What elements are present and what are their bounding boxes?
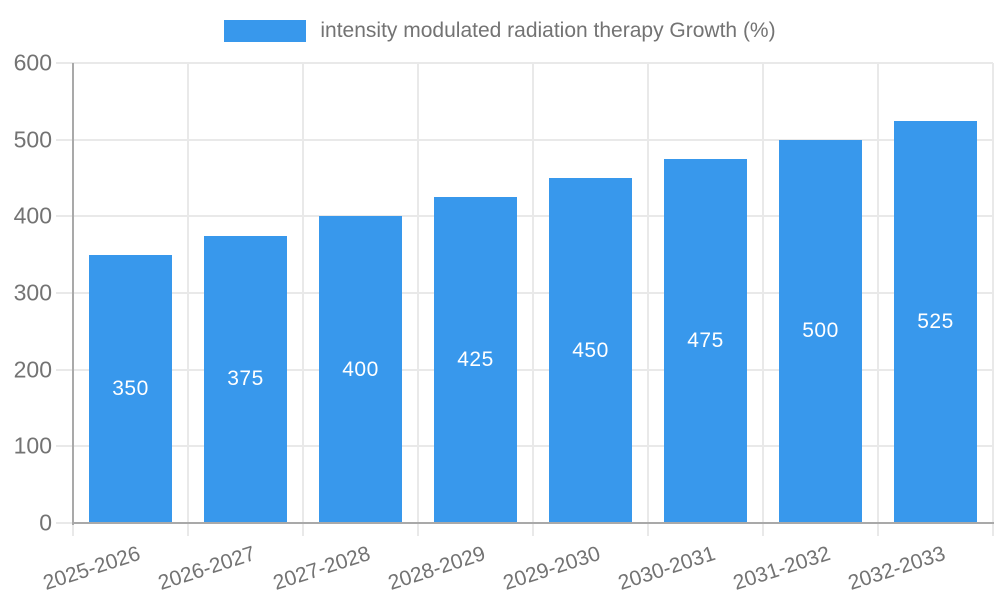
bar-2032-2033[interactable]: 525 bbox=[894, 120, 977, 523]
bar-2025-2026[interactable]: 350 bbox=[89, 254, 172, 523]
y-axis-tick bbox=[56, 522, 73, 524]
bar-value-label: 525 bbox=[917, 309, 954, 333]
bar-value-label: 350 bbox=[112, 376, 149, 400]
y-axis-tick-label: 100 bbox=[13, 432, 52, 459]
bar-value-label: 400 bbox=[342, 357, 379, 381]
y-axis-tick-label: 600 bbox=[13, 49, 52, 76]
y-axis-tick-label: 200 bbox=[13, 356, 52, 383]
x-axis-tick bbox=[532, 523, 534, 536]
gridline-vertical bbox=[302, 63, 304, 523]
bar-2029-2030[interactable]: 450 bbox=[549, 178, 632, 523]
y-axis-tick-label: 500 bbox=[13, 126, 52, 153]
bar-2030-2031[interactable]: 475 bbox=[664, 158, 747, 523]
y-axis-tick bbox=[56, 445, 73, 448]
gridline-vertical bbox=[762, 63, 764, 523]
gridline-vertical bbox=[417, 63, 419, 523]
y-axis-tick bbox=[56, 215, 73, 218]
bar-value-label: 425 bbox=[457, 348, 494, 372]
bar-2026-2027[interactable]: 375 bbox=[204, 235, 287, 523]
bar-value-label: 375 bbox=[227, 367, 264, 391]
y-axis-tick-label: 400 bbox=[13, 202, 52, 229]
x-axis-tick bbox=[992, 523, 994, 536]
x-axis-tick bbox=[417, 523, 419, 536]
x-axis-tick bbox=[877, 523, 879, 536]
y-axis-line bbox=[72, 63, 74, 525]
gridline-vertical bbox=[647, 63, 649, 523]
bar-2031-2032[interactable]: 500 bbox=[779, 139, 862, 523]
x-axis-tick bbox=[302, 523, 304, 536]
gridline-horizontal bbox=[73, 62, 993, 64]
y-axis-tick bbox=[56, 292, 73, 294]
y-axis-tick bbox=[56, 62, 73, 64]
bar-2028-2029[interactable]: 425 bbox=[434, 197, 517, 523]
bar-2027-2028[interactable]: 400 bbox=[319, 216, 402, 523]
gridline-vertical bbox=[877, 63, 879, 523]
x-axis-tick bbox=[187, 523, 189, 536]
x-axis-tick bbox=[762, 523, 764, 536]
gridline-vertical bbox=[992, 63, 994, 523]
legend-label: intensity modulated radiation therapy Gr… bbox=[320, 19, 776, 42]
x-axis-line bbox=[72, 522, 994, 524]
y-axis-tick bbox=[56, 368, 73, 371]
y-axis-tick bbox=[56, 138, 73, 141]
y-axis-tick-label: 0 bbox=[39, 509, 52, 536]
gridline-vertical bbox=[187, 63, 189, 523]
gridline-vertical bbox=[532, 63, 534, 523]
bar-value-label: 475 bbox=[687, 328, 724, 352]
bar-value-label: 500 bbox=[802, 319, 839, 343]
bar-value-label: 450 bbox=[572, 338, 609, 362]
legend-swatch bbox=[224, 20, 307, 42]
legend[interactable]: intensity modulated radiation therapy Gr… bbox=[0, 14, 1000, 48]
x-axis-tick bbox=[647, 523, 649, 536]
y-axis-tick-label: 300 bbox=[13, 279, 52, 306]
